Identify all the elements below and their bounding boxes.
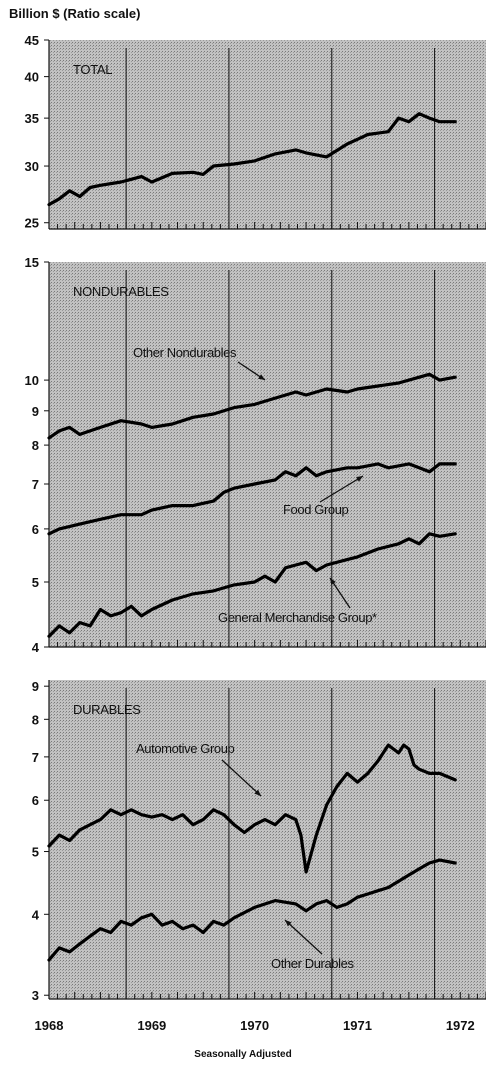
annotation-other-nondurables: Other Nondurables [133,345,237,360]
x-tick-label: 1968 [35,1018,64,1033]
y-tick-label: 35 [25,111,39,126]
panel-durables: 3 4 5 6 7 8 9 DURABLES Automotive Group Other Dur… [32,679,486,1003]
annotation-arrowhead [356,476,363,482]
annotation-automotive-group: Automotive Group [136,741,235,756]
annotation-arrowhead [254,789,261,796]
panel-durables-background [49,680,486,999]
x-tick-label: 1970 [240,1018,269,1033]
y-tick-label: 7 [32,477,39,492]
x-tick-label: 1971 [343,1018,372,1033]
series-food-group [47,462,457,536]
annotation-arrow [284,919,323,955]
panel-total: 25 30 35 40 45 TOTAL [25,33,486,231]
y-tick-label: 40 [25,70,39,85]
annotation-arrowhead [285,920,292,927]
y-tick-label: 4 [32,640,40,655]
panel-total-title: TOTAL [73,62,112,77]
series-general-merchandise-group [47,532,457,638]
panel-durables-title: DURABLES [73,702,141,717]
y-tick-label: 9 [32,404,39,419]
annotation-other-durables: Other Durables [271,956,354,971]
y-tick-label: 9 [32,679,39,694]
y-tick-label: 8 [32,712,39,727]
y-tick-label: 15 [25,255,39,270]
series-automotive-group [47,743,457,874]
annotation-arrowhead [330,578,336,585]
annotation-food-group: Food Group [283,502,349,517]
unit-label: Billion $ (Ratio scale) [9,6,141,21]
series-other-durables [47,858,457,962]
y-tick-label: 30 [25,159,39,174]
panel-nondurables-title: NONDURABLES [73,284,169,299]
panel-nondurables-background [49,262,486,647]
panel-nondurables: 4 5 6 7 8 9 10 15 NONDURABLES Other Nondurables Fo… [25,255,486,655]
panel-total-series [47,112,457,207]
y-tick-label: 6 [32,793,39,808]
y-tick-label: 10 [25,373,39,388]
panel-total-background [49,40,486,229]
y-tick-label: 5 [32,575,39,590]
y-tick-label: 7 [32,750,39,765]
annotation-arrow [221,759,262,797]
y-tick-label: 5 [32,845,39,860]
x-tick-label: 1969 [137,1018,166,1033]
footnote: Seasonally Adjusted [194,1049,292,1060]
series-other-nondurables [47,372,457,440]
y-tick-label: 25 [25,216,39,231]
y-tick-label: 6 [32,522,39,537]
y-tick-label: 4 [32,907,40,922]
annotation-arrow [319,475,364,503]
annotation-general-merchandise-group: General Merchandise Group* [218,610,377,625]
y-tick-label: 45 [25,33,39,48]
x-tick-label: 1972 [446,1018,475,1033]
y-tick-label: 8 [32,438,39,453]
y-tick-label: 3 [32,988,39,1003]
annotation-arrowhead [258,374,265,380]
